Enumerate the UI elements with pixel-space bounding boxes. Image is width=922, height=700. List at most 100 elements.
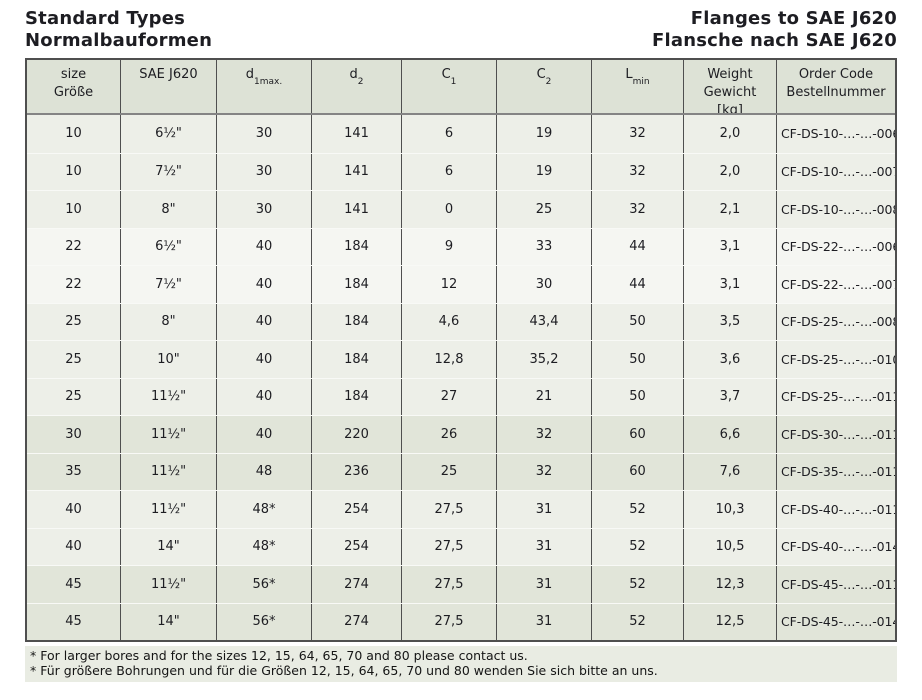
table-body: 10 6½" 30 141 6 19 32 2,0 CF-DS-10-…-…-006 10 7½" 3… [27,115,895,640]
header-lmin-label: Lmin [625,66,649,86]
cell-sae-j620: 11½" [121,416,217,453]
cell-weight: 10,3 [684,491,777,528]
cell-c1: 27 [402,378,497,415]
cell-d2: 141 [312,115,402,153]
cell-d2: 274 [312,566,402,603]
table-row: 10 6½" 30 141 6 19 32 2,0 CF-DS-10-…-…-006 [27,115,895,153]
cell-d2: 254 [312,528,402,565]
cell-c1: 27,5 [402,528,497,565]
cell-d2: 184 [312,266,402,303]
cell-d2: 184 [312,341,402,378]
table-header-row: size Größe SAE J620 d1max. d2 C1 C2 Lmin [27,60,895,115]
title-left: Standard Types Normalbauformen [25,8,212,52]
cell-c1: 27,5 [402,491,497,528]
table-row: 10 8" 30 141 0 25 32 2,1 CF-DS-10-…-…-008 [27,190,895,228]
table-row: 25 8" 40 184 4,6 43,4 50 3,5 CF-DS-25-…-…-008 [27,302,895,340]
column-header-d2: d2 [312,60,402,113]
cell-d1max: 48 [217,453,312,490]
cell-lmin: 44 [592,228,684,265]
cell-c1: 12 [402,266,497,303]
cell-size: 25 [27,341,121,378]
header-d2-base: d [349,67,358,82]
cell-d1max: 56* [217,566,312,603]
cell-sae-j620: 7½" [121,266,217,303]
column-header-order-code: Order Code Bestellnummer [777,60,895,113]
column-header-weight: Weight Gewicht [kg] [684,60,777,113]
cell-order-code: CF-DS-35-…-…-011 [781,464,895,480]
cell-d2: 141 [312,153,402,190]
header-order-en: Order Code [798,67,874,82]
cell-lmin: 50 [592,303,684,340]
cell-d1max: 48* [217,491,312,528]
cell-sae-j620: 11½" [121,378,217,415]
cell-c2: 30 [497,266,592,303]
cell-weight: 10,5 [684,528,777,565]
cell-order-code: CF-DS-45-…-…-014 [781,614,895,630]
cell-d2: 141 [312,191,402,228]
header-c1-base: C [441,67,451,82]
cell-c1: 4,6 [402,303,497,340]
footnotes: * For larger bores and for the sizes 12,… [25,646,897,682]
cell-size: 45 [27,566,121,603]
column-header-lmin: Lmin [592,60,684,113]
table-row: 22 6½" 40 184 9 33 44 3,1 CF-DS-22-…-…-006 [27,227,895,265]
header-d1max-label: d1max. [246,66,282,86]
table-row: 25 10" 40 184 12,8 35,2 50 3,6 CF-DS-25-…-…-010 [27,340,895,378]
table-row: 35 11½" 48 236 25 32 60 7,6 CF-DS-35-…-…-011 [27,452,895,490]
cell-c2: 33 [497,228,592,265]
cell-d1max: 40 [217,416,312,453]
cell-order-code: CF-DS-45-…-…-011 [781,576,895,592]
cell-size: 40 [27,528,121,565]
cell-weight: 3,1 [684,228,777,265]
cell-d2: 184 [312,228,402,265]
cell-c2: 43,4 [497,303,592,340]
cell-lmin: 60 [592,416,684,453]
cell-c1: 9 [402,228,497,265]
cell-weight: 3,6 [684,341,777,378]
cell-c2: 35,2 [497,341,592,378]
cell-c1: 6 [402,115,497,153]
cell-d2: 274 [312,603,402,640]
cell-sae-j620: 6½" [121,228,217,265]
cell-size: 25 [27,303,121,340]
cell-d2: 254 [312,491,402,528]
cell-d1max: 40 [217,378,312,415]
header-d2-label: d2 [349,66,364,86]
title-right: Flanges to SAE J620 Flansche nach SAE J6… [652,8,897,52]
cell-order-code: CF-DS-25-…-…-011 [781,389,895,405]
cell-c2: 25 [497,191,592,228]
cell-c2: 31 [497,566,592,603]
table-row: 40 14" 48* 254 27,5 31 52 10,5 CF-DS-40-…-…-014 [27,527,895,565]
cell-c1: 27,5 [402,603,497,640]
cell-d1max: 56* [217,603,312,640]
page-header: Standard Types Normalbauformen Flanges t… [25,8,897,52]
cell-d1max: 40 [217,341,312,378]
cell-size: 22 [27,266,121,303]
cell-lmin: 32 [592,115,684,153]
cell-lmin: 50 [592,341,684,378]
header-c2-label: C2 [537,66,552,87]
cell-d1max: 40 [217,228,312,265]
header-c2-subscript: 2 [545,76,552,87]
cell-size: 35 [27,453,121,490]
header-sae-label: SAE J620 [139,67,198,82]
table-row: 22 7½" 40 184 12 30 44 3,1 CF-DS-22-…-…-007 [27,265,895,303]
cell-sae-j620: 11½" [121,491,217,528]
cell-c2: 32 [497,416,592,453]
cell-d1max: 30 [217,153,312,190]
cell-lmin: 32 [592,191,684,228]
cell-d1max: 40 [217,303,312,340]
cell-weight: 6,6 [684,416,777,453]
header-weight-unit: [kg] [717,103,743,113]
cell-d1max: 30 [217,191,312,228]
cell-sae-j620: 14" [121,528,217,565]
cell-lmin: 52 [592,566,684,603]
cell-c1: 25 [402,453,497,490]
title-left-english: Standard Types [25,8,186,29]
table-row: 30 11½" 40 220 26 32 60 6,6 CF-DS-30-…-…-011 [27,415,895,453]
title-left-german: Normalbauformen [25,30,213,51]
cell-d2: 236 [312,453,402,490]
table-row: 10 7½" 30 141 6 19 32 2,0 CF-DS-10-…-…-007 [27,152,895,190]
cell-d1max: 48* [217,528,312,565]
cell-size: 40 [27,491,121,528]
